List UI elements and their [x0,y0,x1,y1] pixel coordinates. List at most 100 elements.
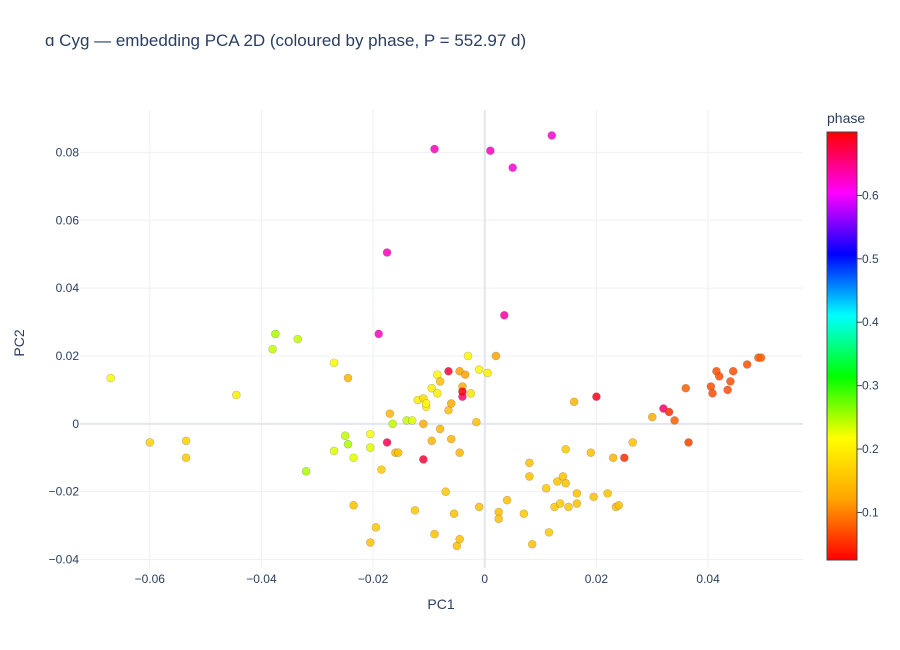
data-point[interactable] [508,163,517,172]
data-point[interactable] [232,390,241,400]
data-point[interactable] [664,407,674,417]
data-point[interactable] [572,489,582,498]
data-point[interactable] [564,502,573,512]
data-point[interactable] [589,492,598,502]
data-point[interactable] [435,377,445,386]
data-point[interactable] [349,500,358,510]
data-point[interactable] [525,458,534,468]
data-point[interactable] [494,514,504,524]
data-point[interactable] [343,439,353,449]
data-point[interactable] [684,438,693,447]
data-point[interactable] [756,353,766,362]
data-point[interactable] [293,334,303,344]
gridlines [80,110,803,568]
data-point[interactable] [433,388,442,398]
data-point[interactable] [340,431,350,440]
data-point[interactable] [329,358,339,368]
data-point[interactable] [444,366,453,376]
data-point[interactable] [393,448,403,457]
data-point[interactable] [382,248,392,257]
data-point[interactable] [385,409,395,418]
data-point[interactable] [592,392,601,401]
data-point[interactable] [419,455,428,464]
data-point[interactable] [407,416,417,425]
data-point[interactable] [427,383,437,393]
data-point[interactable] [544,528,554,537]
data-point[interactable] [483,368,492,378]
data-point[interactable] [486,146,495,156]
data-point[interactable] [343,373,353,383]
data-point[interactable] [421,399,431,408]
data-point[interactable] [561,478,571,488]
data-point[interactable] [441,487,450,496]
data-point[interactable] [435,424,445,434]
data-point[interactable] [502,495,512,505]
data-point[interactable] [366,429,375,439]
data-point[interactable] [430,144,439,154]
data-point[interactable] [620,453,629,463]
data-point[interactable] [366,538,375,547]
data-point[interactable] [329,446,339,456]
data-point[interactable] [455,448,464,457]
data-point[interactable] [181,436,191,446]
data-point[interactable] [106,373,116,383]
data-point[interactable] [366,443,375,452]
y-tick-label: 0.08 [56,145,80,159]
data-point[interactable] [603,489,612,498]
data-point[interactable] [572,499,582,508]
data-point[interactable] [474,502,484,512]
data-point[interactable] [410,506,420,515]
data-point[interactable] [446,399,456,408]
data-point[interactable] [708,388,717,398]
data-point[interactable] [714,372,724,381]
data-point[interactable] [449,509,459,519]
colorbar-tick-label: 0.4 [862,315,879,329]
data-point[interactable] [726,377,735,386]
data-point[interactable] [349,453,358,463]
data-point[interactable] [555,499,565,508]
data-point[interactable] [586,448,596,457]
data-point[interactable] [723,385,732,395]
data-point[interactable] [460,370,470,379]
data-point[interactable] [472,417,481,427]
data-point[interactable] [377,465,386,474]
data-point[interactable] [371,522,381,532]
data-point[interactable] [271,329,280,339]
data-point[interactable] [628,438,638,447]
data-point[interactable] [541,483,551,493]
data-point[interactable] [419,419,428,429]
data-point[interactable] [728,366,738,376]
data-point[interactable] [527,539,537,549]
data-point[interactable] [608,453,618,463]
data-point[interactable] [463,351,473,361]
data-point[interactable] [427,436,437,446]
data-point[interactable] [374,329,383,339]
data-point[interactable] [561,444,571,454]
data-point[interactable] [145,438,155,447]
data-point[interactable] [181,453,191,463]
data-point[interactable] [614,500,624,510]
data-point[interactable] [670,416,679,425]
data-points[interactable] [106,131,766,551]
data-point[interactable] [268,344,277,354]
data-point[interactable] [301,467,311,476]
data-point[interactable] [519,509,529,519]
data-point[interactable] [474,365,484,374]
data-point[interactable] [500,310,509,320]
data-point[interactable] [647,412,657,422]
data-point[interactable] [430,529,439,539]
data-point[interactable] [455,534,464,544]
data-point[interactable] [446,434,456,444]
data-point[interactable] [382,438,392,447]
data-point[interactable] [681,383,691,393]
data-point[interactable] [491,351,501,361]
data-point[interactable] [525,472,534,481]
data-point[interactable] [388,419,397,429]
data-point[interactable] [553,477,562,486]
data-point[interactable] [569,397,579,407]
data-point[interactable] [547,131,557,140]
data-point[interactable] [466,388,476,398]
data-point[interactable] [458,387,467,396]
data-point[interactable] [742,360,752,369]
